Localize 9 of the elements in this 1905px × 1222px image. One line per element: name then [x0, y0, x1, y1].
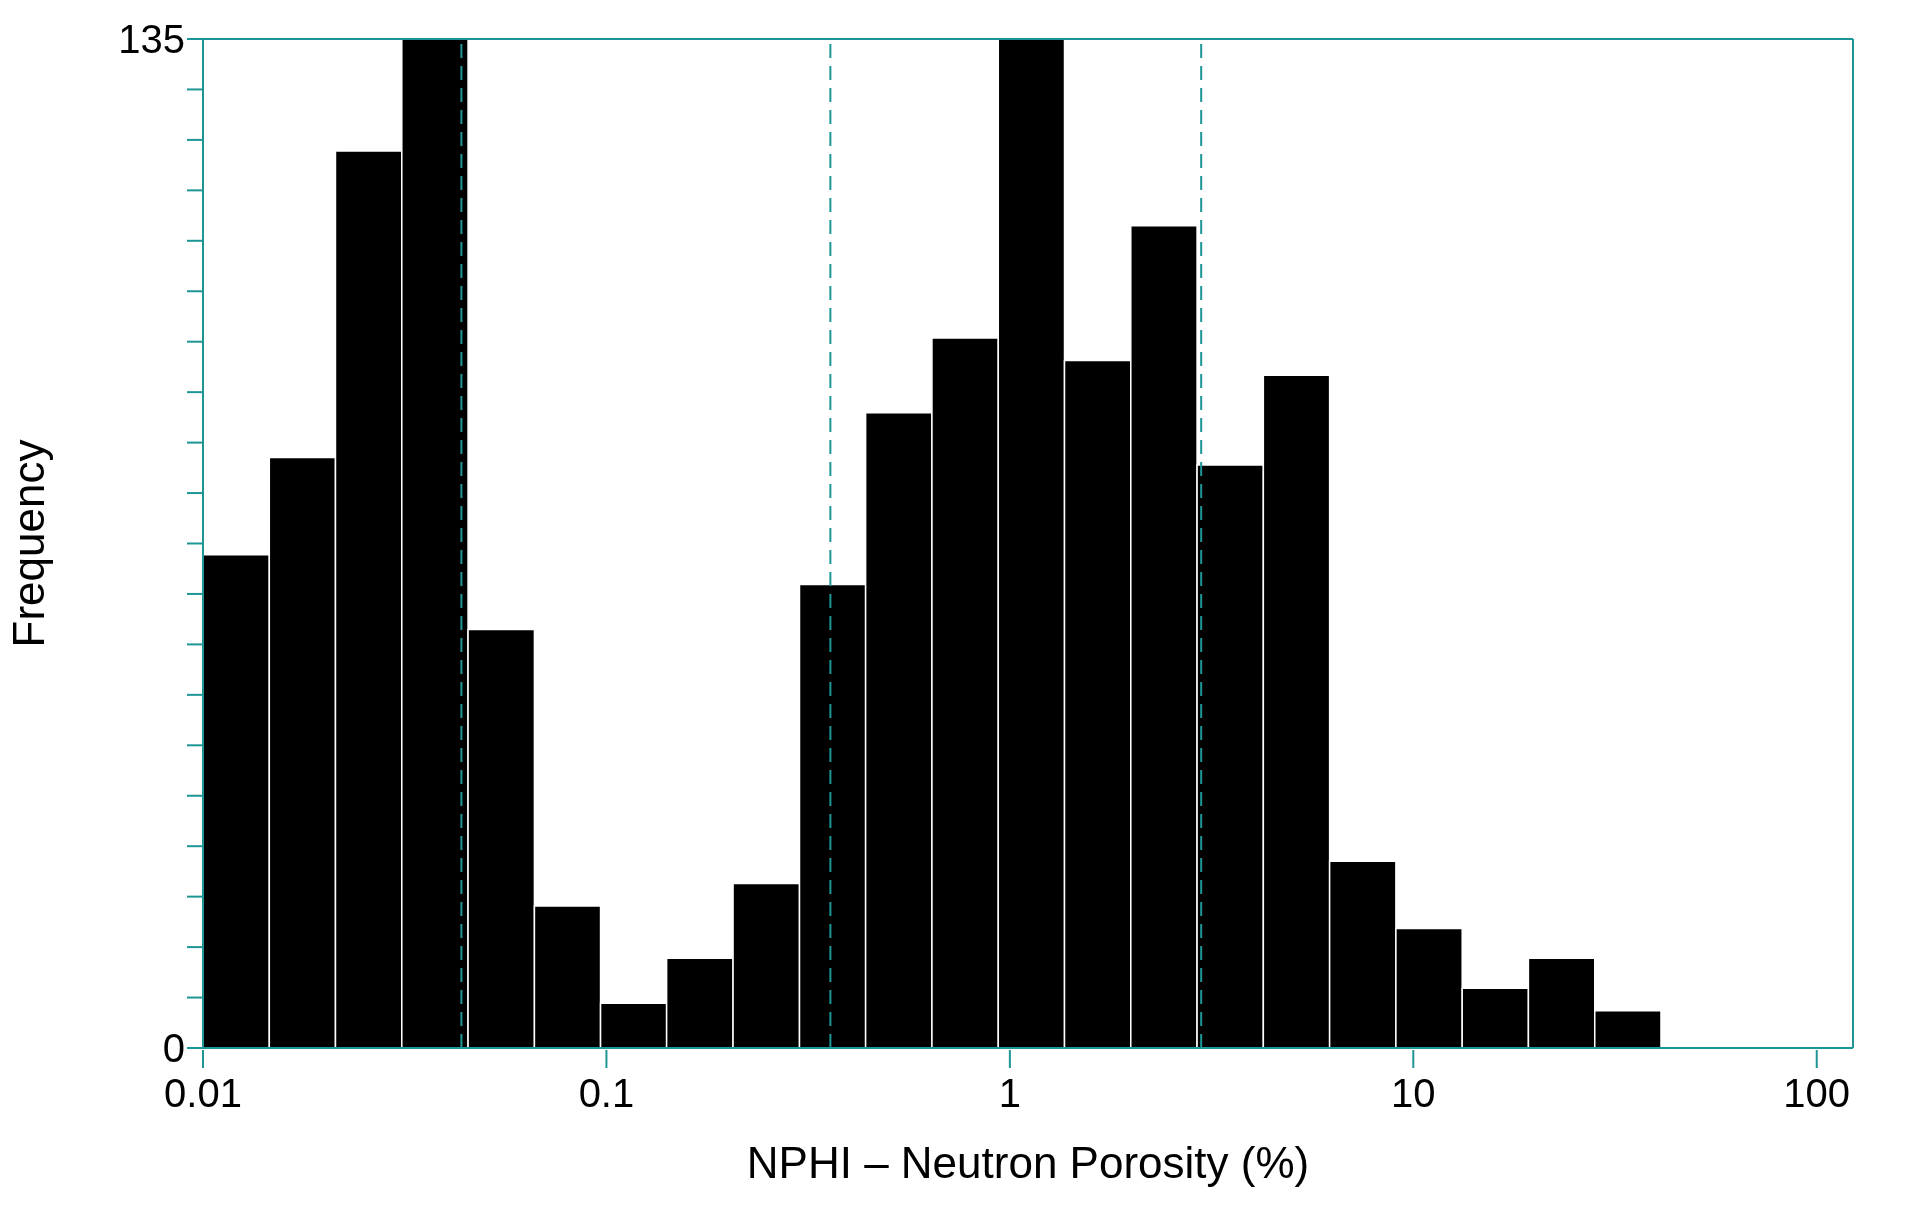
y-tick-label: 135 [118, 17, 185, 62]
x-tick-label: 0.01 [164, 1070, 242, 1115]
x-tick-label: 10 [1391, 1070, 1436, 1115]
x-tick-label: 100 [1783, 1070, 1851, 1115]
x-axis-title: NPHI – Neutron Porosity (%) [746, 1138, 1310, 1187]
x-tick-label: 1 [998, 1070, 1021, 1115]
y-axis-title: Frequency [3, 439, 53, 648]
x-tick-label: 0.1 [578, 1070, 635, 1115]
y-tick-label: 0 [162, 1026, 185, 1071]
